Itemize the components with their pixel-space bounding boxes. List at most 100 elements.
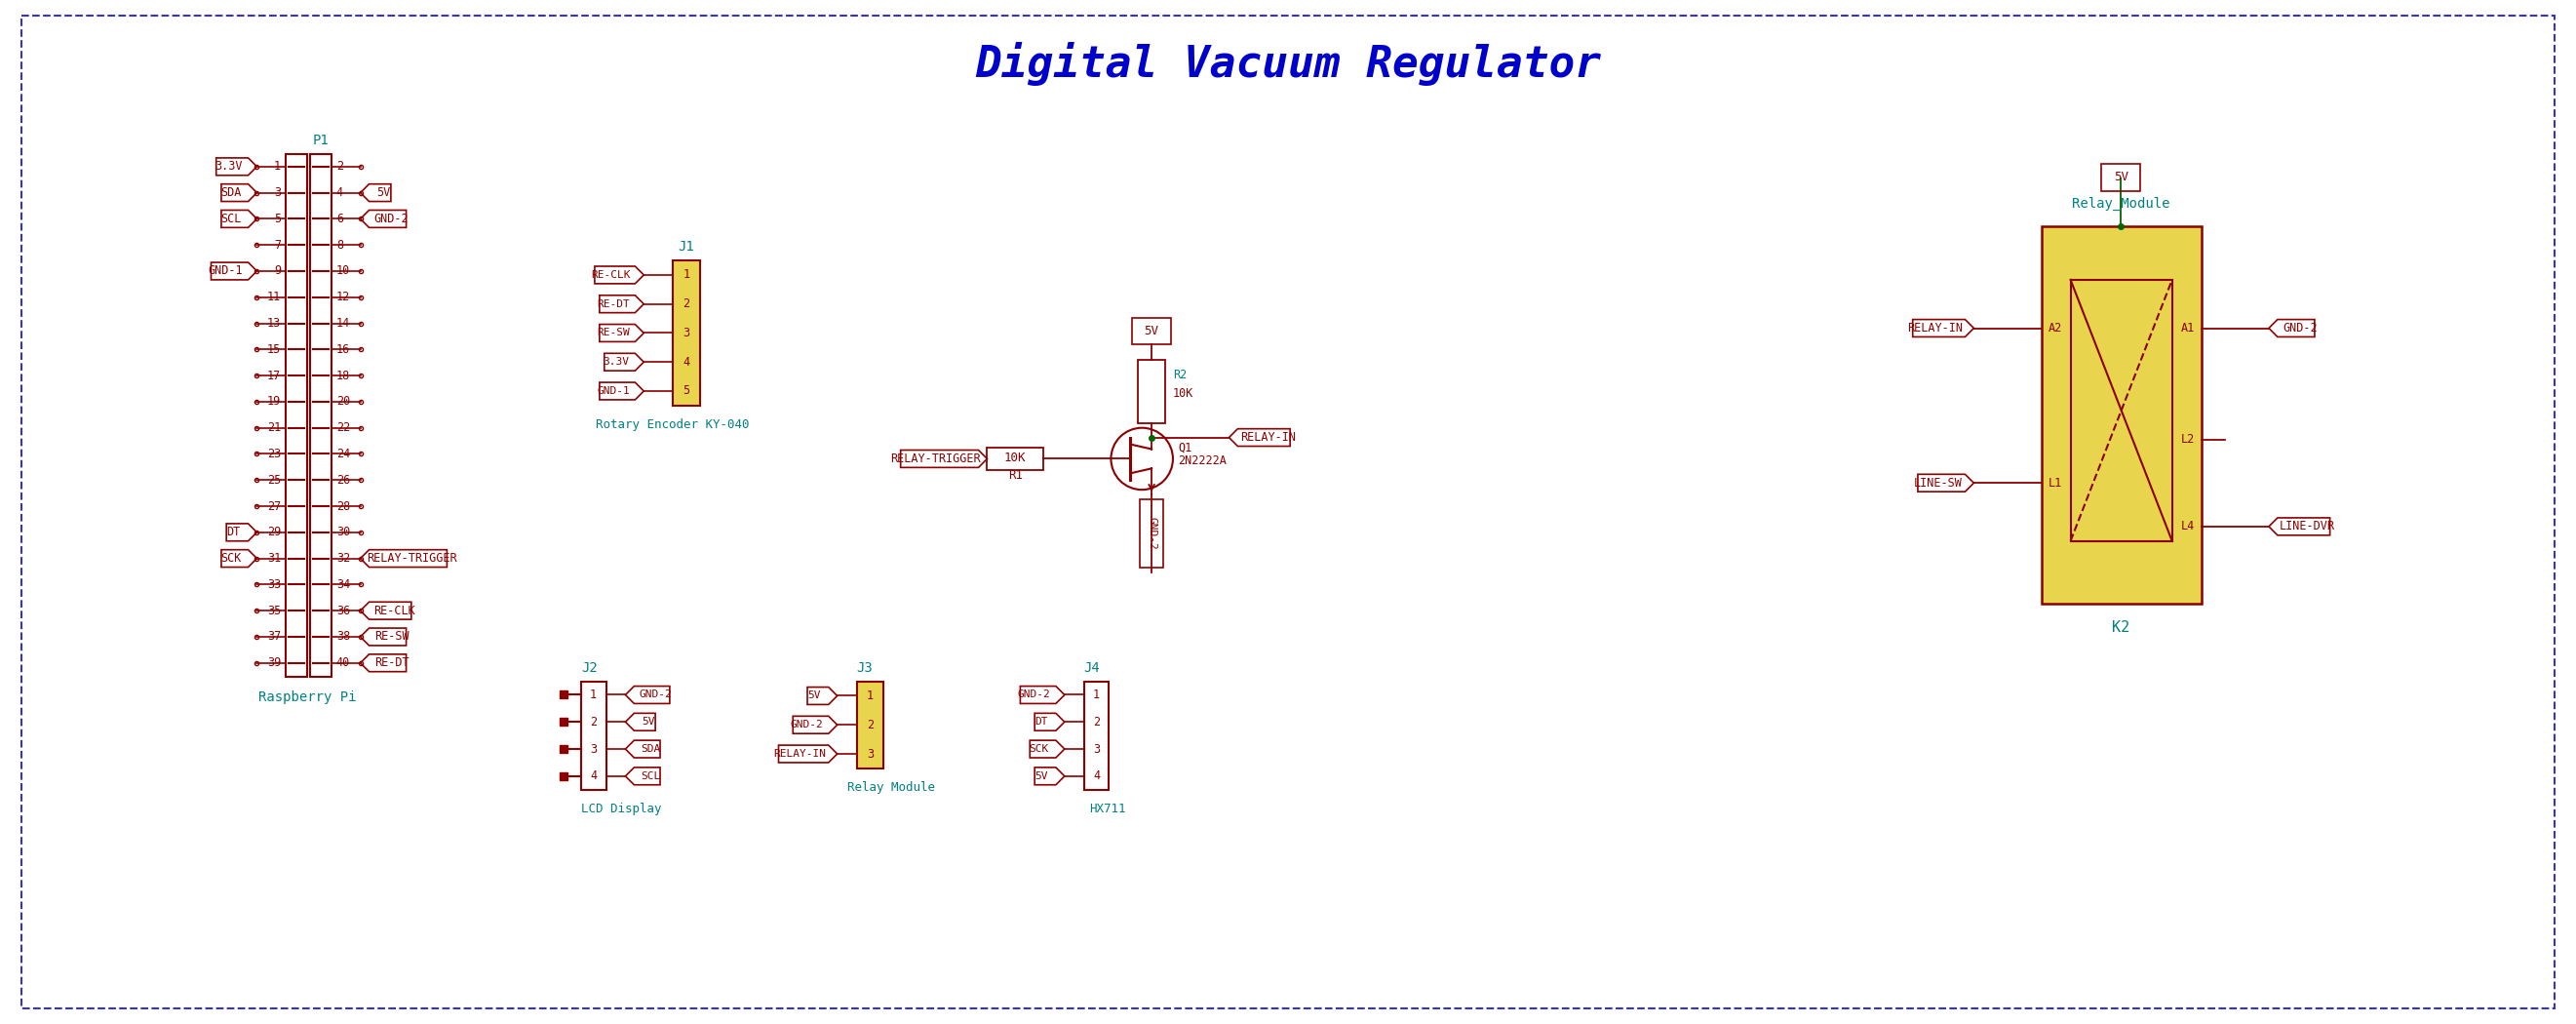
Text: 20: 20 bbox=[337, 395, 350, 408]
Text: 23: 23 bbox=[268, 447, 281, 461]
Text: 12: 12 bbox=[337, 291, 350, 303]
Text: 10K: 10K bbox=[1005, 452, 1025, 464]
Bar bbox=[1084, 681, 1110, 790]
Text: LINE-DVR: LINE-DVR bbox=[2280, 520, 2336, 532]
Text: HX711: HX711 bbox=[1090, 803, 1126, 815]
Text: DT: DT bbox=[1036, 717, 1048, 727]
Text: A1: A1 bbox=[2182, 322, 2195, 335]
Text: RE-SW: RE-SW bbox=[598, 328, 631, 338]
Text: 1: 1 bbox=[683, 268, 690, 282]
Text: 15: 15 bbox=[268, 343, 281, 355]
Text: SCL: SCL bbox=[222, 213, 242, 225]
Bar bbox=[2071, 280, 2172, 541]
Text: 22: 22 bbox=[337, 422, 350, 434]
Text: 10K: 10K bbox=[1172, 388, 1193, 400]
Text: R2: R2 bbox=[1172, 369, 1188, 381]
Text: RELAY-IN: RELAY-IN bbox=[1906, 322, 1963, 335]
Text: 10: 10 bbox=[337, 265, 350, 278]
Text: 39: 39 bbox=[268, 656, 281, 670]
Text: 2: 2 bbox=[866, 719, 873, 731]
Bar bbox=[987, 447, 1043, 470]
Text: 1: 1 bbox=[1092, 688, 1100, 701]
Text: 34: 34 bbox=[337, 579, 350, 591]
Text: J4: J4 bbox=[1084, 660, 1100, 675]
Text: Relay_Module: Relay_Module bbox=[2071, 197, 2169, 210]
Text: 19: 19 bbox=[268, 395, 281, 408]
Text: J3: J3 bbox=[858, 660, 873, 675]
Text: SDA: SDA bbox=[222, 186, 242, 199]
Text: 27: 27 bbox=[268, 500, 281, 513]
Text: P1: P1 bbox=[312, 134, 330, 147]
Bar bbox=[672, 260, 701, 406]
Text: RELAY-TRIGGER: RELAY-TRIGGER bbox=[891, 453, 981, 465]
Text: 38: 38 bbox=[337, 631, 350, 643]
Text: 33: 33 bbox=[268, 579, 281, 591]
Text: RE-SW: RE-SW bbox=[374, 631, 410, 643]
Text: 3: 3 bbox=[1092, 742, 1100, 756]
Text: 17: 17 bbox=[268, 370, 281, 382]
Text: L4: L4 bbox=[2182, 520, 2195, 532]
Text: Raspberry Pi: Raspberry Pi bbox=[258, 691, 355, 705]
Text: 8: 8 bbox=[337, 239, 343, 251]
Bar bbox=[858, 681, 884, 768]
Text: LCD Display: LCD Display bbox=[582, 803, 662, 815]
Text: GND-2: GND-2 bbox=[639, 690, 672, 699]
Text: RE-DT: RE-DT bbox=[598, 299, 631, 309]
Text: 13: 13 bbox=[268, 317, 281, 330]
Text: 24: 24 bbox=[337, 447, 350, 461]
Text: SCK: SCK bbox=[1028, 744, 1048, 754]
Text: GND-1: GND-1 bbox=[209, 265, 242, 278]
Text: 3: 3 bbox=[590, 742, 598, 756]
Text: 5: 5 bbox=[273, 213, 281, 225]
Bar bbox=[2043, 226, 2200, 604]
Text: Digital Vacuum Regulator: Digital Vacuum Regulator bbox=[976, 42, 1600, 86]
Text: SDA: SDA bbox=[641, 744, 662, 754]
Text: 1: 1 bbox=[866, 689, 873, 702]
Bar bbox=[286, 154, 307, 677]
Text: 2: 2 bbox=[1092, 716, 1100, 728]
Text: GND-2: GND-2 bbox=[791, 720, 824, 730]
Text: RE-DT: RE-DT bbox=[374, 656, 410, 670]
Text: GND-2: GND-2 bbox=[2282, 322, 2318, 335]
Text: 32: 32 bbox=[337, 552, 350, 565]
Text: 29: 29 bbox=[268, 526, 281, 539]
Text: 6: 6 bbox=[337, 213, 343, 225]
Text: 5: 5 bbox=[683, 385, 690, 397]
Text: SCL: SCL bbox=[641, 771, 662, 781]
Bar bbox=[309, 154, 332, 677]
Text: 1: 1 bbox=[590, 688, 598, 701]
Text: Relay Module: Relay Module bbox=[848, 781, 935, 794]
Text: 2: 2 bbox=[337, 161, 343, 173]
Text: 25: 25 bbox=[268, 474, 281, 486]
Text: 5V: 5V bbox=[2112, 171, 2128, 183]
Text: 35: 35 bbox=[268, 604, 281, 617]
Text: L1: L1 bbox=[2048, 476, 2061, 489]
Text: 36: 36 bbox=[337, 604, 350, 617]
Bar bbox=[1133, 317, 1172, 345]
Text: 5V: 5V bbox=[806, 691, 822, 700]
Text: 16: 16 bbox=[337, 343, 350, 355]
Text: Q1: Q1 bbox=[1177, 441, 1193, 454]
Text: GND-2: GND-2 bbox=[374, 213, 410, 225]
Text: 11: 11 bbox=[268, 291, 281, 303]
Text: 7: 7 bbox=[273, 239, 281, 251]
Text: LINE-SW: LINE-SW bbox=[1914, 476, 1963, 489]
Text: 30: 30 bbox=[337, 526, 350, 539]
Text: 28: 28 bbox=[337, 500, 350, 513]
Bar bbox=[1141, 500, 1164, 567]
Text: RE-CLK: RE-CLK bbox=[374, 604, 415, 617]
Text: J2: J2 bbox=[582, 660, 598, 675]
Text: 5V: 5V bbox=[641, 717, 654, 727]
Text: 3: 3 bbox=[273, 186, 281, 199]
Text: RE-CLK: RE-CLK bbox=[592, 270, 631, 280]
Text: A2: A2 bbox=[2048, 322, 2061, 335]
Text: 2N2222A: 2N2222A bbox=[1177, 455, 1226, 467]
Text: 3: 3 bbox=[866, 748, 873, 760]
Text: Rotary Encoder KY-040: Rotary Encoder KY-040 bbox=[595, 419, 750, 431]
Text: DT: DT bbox=[227, 526, 240, 539]
Text: GND-1: GND-1 bbox=[598, 386, 631, 396]
Text: GND-2: GND-2 bbox=[1018, 690, 1051, 699]
Text: 4: 4 bbox=[590, 770, 598, 782]
Bar bbox=[1139, 360, 1164, 423]
Text: 4: 4 bbox=[337, 186, 343, 199]
